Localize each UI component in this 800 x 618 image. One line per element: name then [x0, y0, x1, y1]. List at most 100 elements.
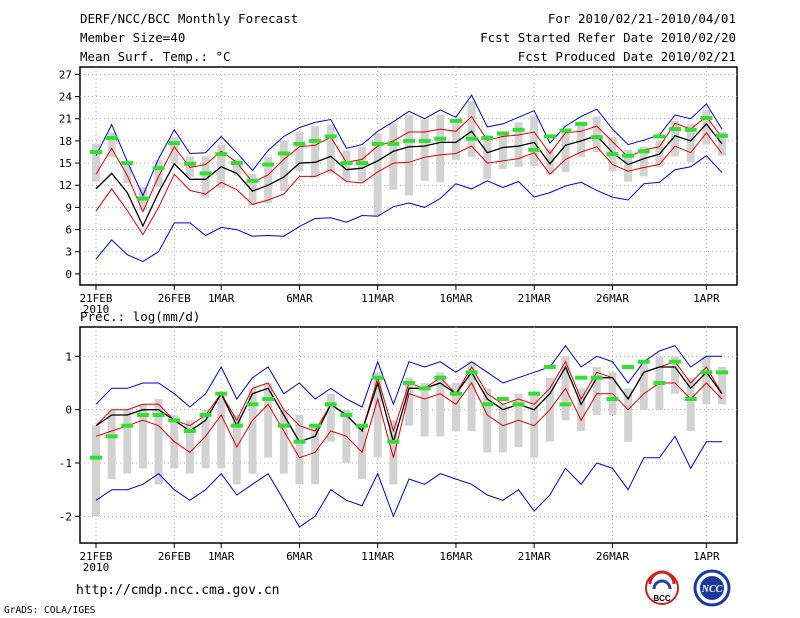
- marker: [465, 370, 478, 375]
- marker: [387, 439, 400, 444]
- spread-box: [138, 404, 147, 469]
- spread-box: [232, 159, 241, 176]
- x-tick-year: 2010: [83, 561, 110, 574]
- marker: [684, 127, 697, 132]
- y-tick-label: 21: [59, 113, 72, 126]
- marker: [105, 135, 118, 140]
- spread-box: [326, 124, 335, 174]
- marker: [449, 118, 462, 123]
- series-line-mean: [95, 365, 723, 445]
- spread-box: [498, 404, 507, 453]
- marker: [371, 375, 384, 380]
- spread-box: [295, 132, 304, 172]
- marker: [559, 402, 572, 407]
- marker: [90, 455, 102, 460]
- marker: [293, 141, 306, 146]
- spread-box: [545, 149, 554, 175]
- spread-box: [561, 128, 570, 172]
- marker: [496, 397, 509, 401]
- bcc-logo: BCC: [645, 570, 679, 605]
- spread-box: [389, 123, 398, 190]
- marker: [543, 365, 556, 369]
- spread-box: [514, 122, 523, 167]
- x-tick-label: 1MAR: [208, 292, 235, 305]
- spread-box: [154, 399, 163, 485]
- fcst-produced-date: Fcst Produced Date 2010/02/21: [517, 49, 736, 64]
- x-tick-year: 2010: [83, 303, 110, 316]
- x-tick-label: 21FEB: [79, 292, 112, 305]
- marker: [418, 386, 431, 391]
- marker: [340, 413, 353, 417]
- spread-box: [530, 115, 539, 167]
- marker: [575, 375, 588, 380]
- spread-box: [639, 361, 648, 410]
- x-tick-label: 16MAR: [439, 292, 472, 305]
- marker: [121, 423, 134, 428]
- spread-box: [592, 116, 601, 152]
- marker: [183, 161, 196, 166]
- x-tick-label: 26FEB: [158, 550, 191, 563]
- marker: [559, 128, 572, 133]
- marker: [418, 138, 431, 143]
- marker: [653, 381, 666, 385]
- spread-box: [264, 383, 273, 458]
- y-tick-label: 24: [59, 91, 73, 104]
- y-tick-label: 6: [65, 224, 72, 237]
- spread-box: [123, 161, 132, 184]
- y-tick-label: 27: [59, 68, 72, 81]
- marker: [606, 152, 619, 157]
- forecast-period: For 2010/02/21-2010/04/01: [547, 11, 736, 26]
- marker: [528, 147, 541, 152]
- spread-box: [217, 393, 226, 469]
- x-tick-label: 6MAR: [286, 292, 313, 305]
- marker: [340, 161, 353, 166]
- marker: [684, 397, 697, 401]
- spread-box: [436, 372, 445, 437]
- marker: [637, 149, 650, 154]
- marker: [449, 391, 462, 396]
- spread-box: [389, 420, 398, 485]
- marker: [324, 402, 337, 407]
- marker: [262, 397, 275, 401]
- spread-box: [702, 356, 711, 405]
- x-tick-label: 11MAR: [361, 550, 394, 563]
- spread-box: [467, 100, 476, 158]
- spread-box: [420, 383, 429, 437]
- marker: [168, 418, 181, 423]
- precip-panel-title: Prec.: log(mm/d): [80, 309, 201, 324]
- x-tick-label: 26MAR: [596, 550, 629, 563]
- marker: [496, 131, 509, 136]
- member-size-label: Member Size=40: [80, 30, 186, 45]
- x-tick-label: 11MAR: [361, 292, 394, 305]
- marker: [215, 152, 228, 157]
- footer-url[interactable]: http://cmdp.ncc.cma.gov.cn: [76, 583, 280, 598]
- spread-box: [436, 115, 445, 183]
- spread-box: [686, 123, 695, 163]
- marker: [716, 370, 728, 375]
- marker: [622, 365, 635, 369]
- marker: [606, 397, 619, 401]
- ncc-logo: NCC: [693, 569, 731, 607]
- marker: [136, 413, 149, 417]
- spread-box: [624, 388, 633, 442]
- chart-title: DERF/NCC/BCC Monthly Forecast: [80, 11, 299, 26]
- marker: [183, 429, 196, 433]
- grads-credit: GrADS: COLA/IGES: [4, 605, 96, 616]
- marker: [371, 141, 384, 146]
- y-tick-label: -2: [59, 510, 72, 523]
- spread-box: [498, 134, 507, 169]
- marker: [324, 134, 337, 139]
- marker: [622, 153, 635, 158]
- spread-box: [107, 409, 116, 479]
- spread-box: [671, 356, 680, 394]
- x-tick-label: 21FEB: [79, 550, 112, 563]
- spread-box: [671, 120, 680, 157]
- spread-box: [92, 425, 100, 517]
- x-tick-label: 1MAR: [208, 550, 235, 563]
- spread-box: [451, 383, 460, 431]
- spread-box: [624, 149, 633, 182]
- spread-box: [467, 361, 476, 431]
- spread-box: [326, 393, 335, 442]
- marker: [465, 136, 478, 141]
